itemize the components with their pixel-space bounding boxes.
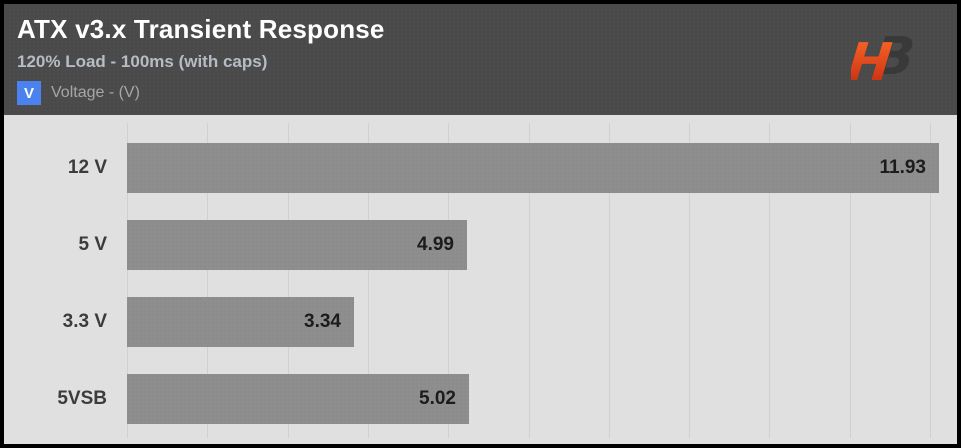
logo-letter-b: B	[872, 27, 918, 87]
bar-value-label: 3.34	[304, 311, 341, 332]
category-label: 5 V	[78, 234, 107, 255]
legend: V Voltage - (V)	[17, 81, 140, 105]
gridline	[367, 123, 369, 438]
category-label: 5VSB	[57, 388, 107, 409]
bar-value-label: 4.99	[417, 234, 454, 255]
gridline	[448, 123, 450, 438]
gridline	[849, 123, 851, 438]
category-label: 12 V	[67, 157, 107, 178]
gridline	[287, 123, 289, 438]
hwbusters-logo-icon: B H	[851, 27, 918, 93]
gridline	[608, 123, 610, 438]
legend-label: Voltage - (V)	[51, 84, 140, 101]
gridline	[207, 123, 209, 438]
bar-value-label: 11.93	[879, 157, 927, 178]
chart-title: ATX v3.x Transient Response	[17, 14, 385, 44]
bar-chart: 12 V 11.93 5 V 4.99 3.3 V 3.34 5VSB 5.02	[4, 115, 957, 444]
category-label: 3.3 V	[62, 311, 107, 332]
bar: 5.02	[127, 374, 469, 424]
gridline	[769, 123, 771, 438]
gridline	[930, 123, 931, 438]
legend-swatch-icon: V	[17, 81, 41, 105]
gridline	[689, 123, 691, 438]
logo-letter-h: H	[851, 33, 895, 93]
bar: 4.99	[127, 220, 467, 270]
bar: 3.34	[127, 297, 354, 347]
chart-subtitle: 120% Load - 100ms (with caps)	[17, 52, 268, 71]
bar: 11.93	[127, 143, 939, 193]
gridline	[528, 123, 530, 438]
bar-value-label: 5.02	[419, 388, 456, 409]
chart-header: ATX v3.x Transient Response 120% Load - …	[4, 4, 957, 115]
gridline	[127, 123, 128, 438]
chart-card: ATX v3.x Transient Response 120% Load - …	[4, 4, 957, 444]
